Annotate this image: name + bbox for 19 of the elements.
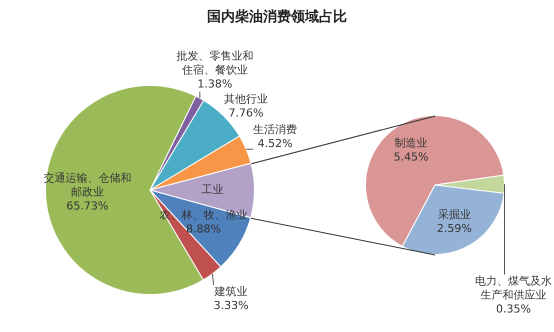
slice-label: 采掘业	[438, 208, 471, 221]
chart-title: 国内柴油消费领域占比	[206, 8, 348, 26]
data-label: 65.73%	[66, 199, 108, 212]
data-label: 0.35%	[496, 302, 531, 316]
data-label: 8.88%	[186, 222, 222, 236]
data-label: 2.59%	[436, 222, 472, 235]
slice-label: 建筑业	[214, 284, 248, 298]
slice-label: 制造业	[394, 136, 428, 150]
data-label: 7.76%	[228, 106, 264, 120]
data-label: 4.52%	[258, 136, 293, 150]
data-label: 5.45%	[394, 150, 429, 164]
slice-label: 批发、零售业和住宿、餐饮业	[176, 49, 254, 76]
slice-label: 农、林、牧、渔业	[160, 208, 248, 222]
slice-label: 电力、煤气及水生产和供应业	[475, 274, 552, 302]
slice-label: 其他行业	[224, 92, 268, 106]
slice-label: 工业	[202, 183, 224, 196]
data-label: 1.38%	[197, 77, 232, 90]
slice-label: 生活消费	[253, 122, 298, 136]
data-label: 3.33%	[214, 298, 249, 312]
